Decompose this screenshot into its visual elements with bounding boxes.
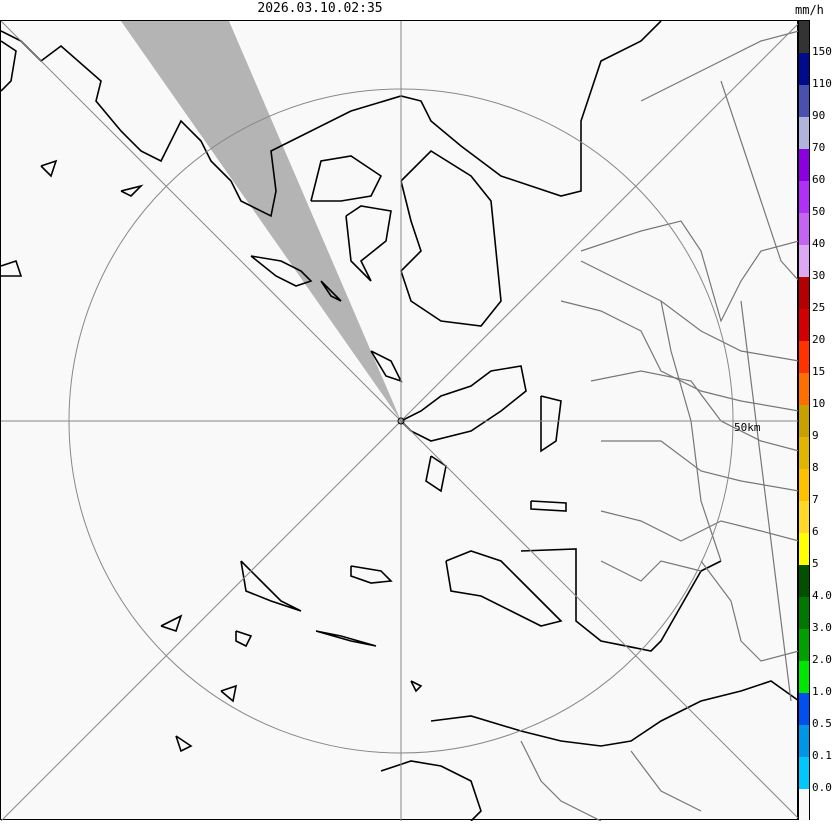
legend-swatch [799, 725, 809, 757]
legend-label: 50 [812, 205, 826, 218]
radar-site-marker [397, 417, 405, 425]
legend-label: 30 [812, 269, 826, 282]
legend-label: 70 [812, 141, 826, 154]
legend-unit: mm/h [795, 3, 824, 17]
legend-swatch [799, 469, 809, 501]
legend-swatch [799, 405, 809, 437]
legend-swatch [799, 149, 809, 181]
legend-swatch [799, 21, 809, 53]
legend-swatch [799, 629, 809, 661]
legend-label: 9 [812, 429, 819, 442]
legend-label: 0.1 [812, 749, 832, 762]
legend-swatch [799, 533, 809, 565]
legend-swatch [799, 789, 809, 821]
radar-map[interactable] [0, 20, 800, 822]
legend-label: 0.5 [812, 717, 832, 730]
map-canvas [0, 20, 800, 822]
legend-label: 60 [812, 173, 826, 186]
legend-swatch [799, 341, 809, 373]
legend-label: 2.0 [812, 653, 832, 666]
legend-label: 10 [812, 397, 826, 410]
legend-swatch [799, 693, 809, 725]
range-ring-label: 50km [734, 421, 761, 434]
legend-label: 5 [812, 557, 819, 570]
legend-label: 4.0 [812, 589, 832, 602]
legend-label: 3.0 [812, 621, 832, 634]
legend-swatch [799, 597, 809, 629]
legend-swatch [799, 245, 809, 277]
legend-swatch [799, 565, 809, 597]
legend-label: 40 [812, 237, 826, 250]
legend-label: 15 [812, 365, 826, 378]
legend-label: 90 [812, 109, 826, 122]
legend-label: 7 [812, 493, 819, 506]
legend-label: 1.0 [812, 685, 832, 698]
legend-swatch [799, 277, 809, 309]
legend-swatch [799, 437, 809, 469]
legend-label: 150 [812, 45, 832, 58]
legend-swatch [799, 661, 809, 693]
legend-label: 20 [812, 333, 826, 346]
legend-swatch [799, 181, 809, 213]
legend-label: 25 [812, 301, 826, 314]
beam-blockage-wedge [121, 21, 401, 421]
legend-label: 0.0 [812, 781, 832, 794]
legend-swatch [799, 213, 809, 245]
legend-swatch [799, 373, 809, 405]
legend-swatch [799, 53, 809, 85]
legend-swatch [799, 117, 809, 149]
legend-label: 8 [812, 461, 819, 474]
range-grid [0, 20, 800, 822]
timestamp: 2026.03.10.02:35 [257, 1, 383, 16]
legend-swatch [799, 501, 809, 533]
legend-swatch [799, 757, 809, 789]
color-legend [798, 20, 810, 821]
legend-label: 110 [812, 77, 832, 90]
legend-swatch [799, 85, 809, 117]
legend-swatch [799, 309, 809, 341]
legend-label: 6 [812, 525, 819, 538]
